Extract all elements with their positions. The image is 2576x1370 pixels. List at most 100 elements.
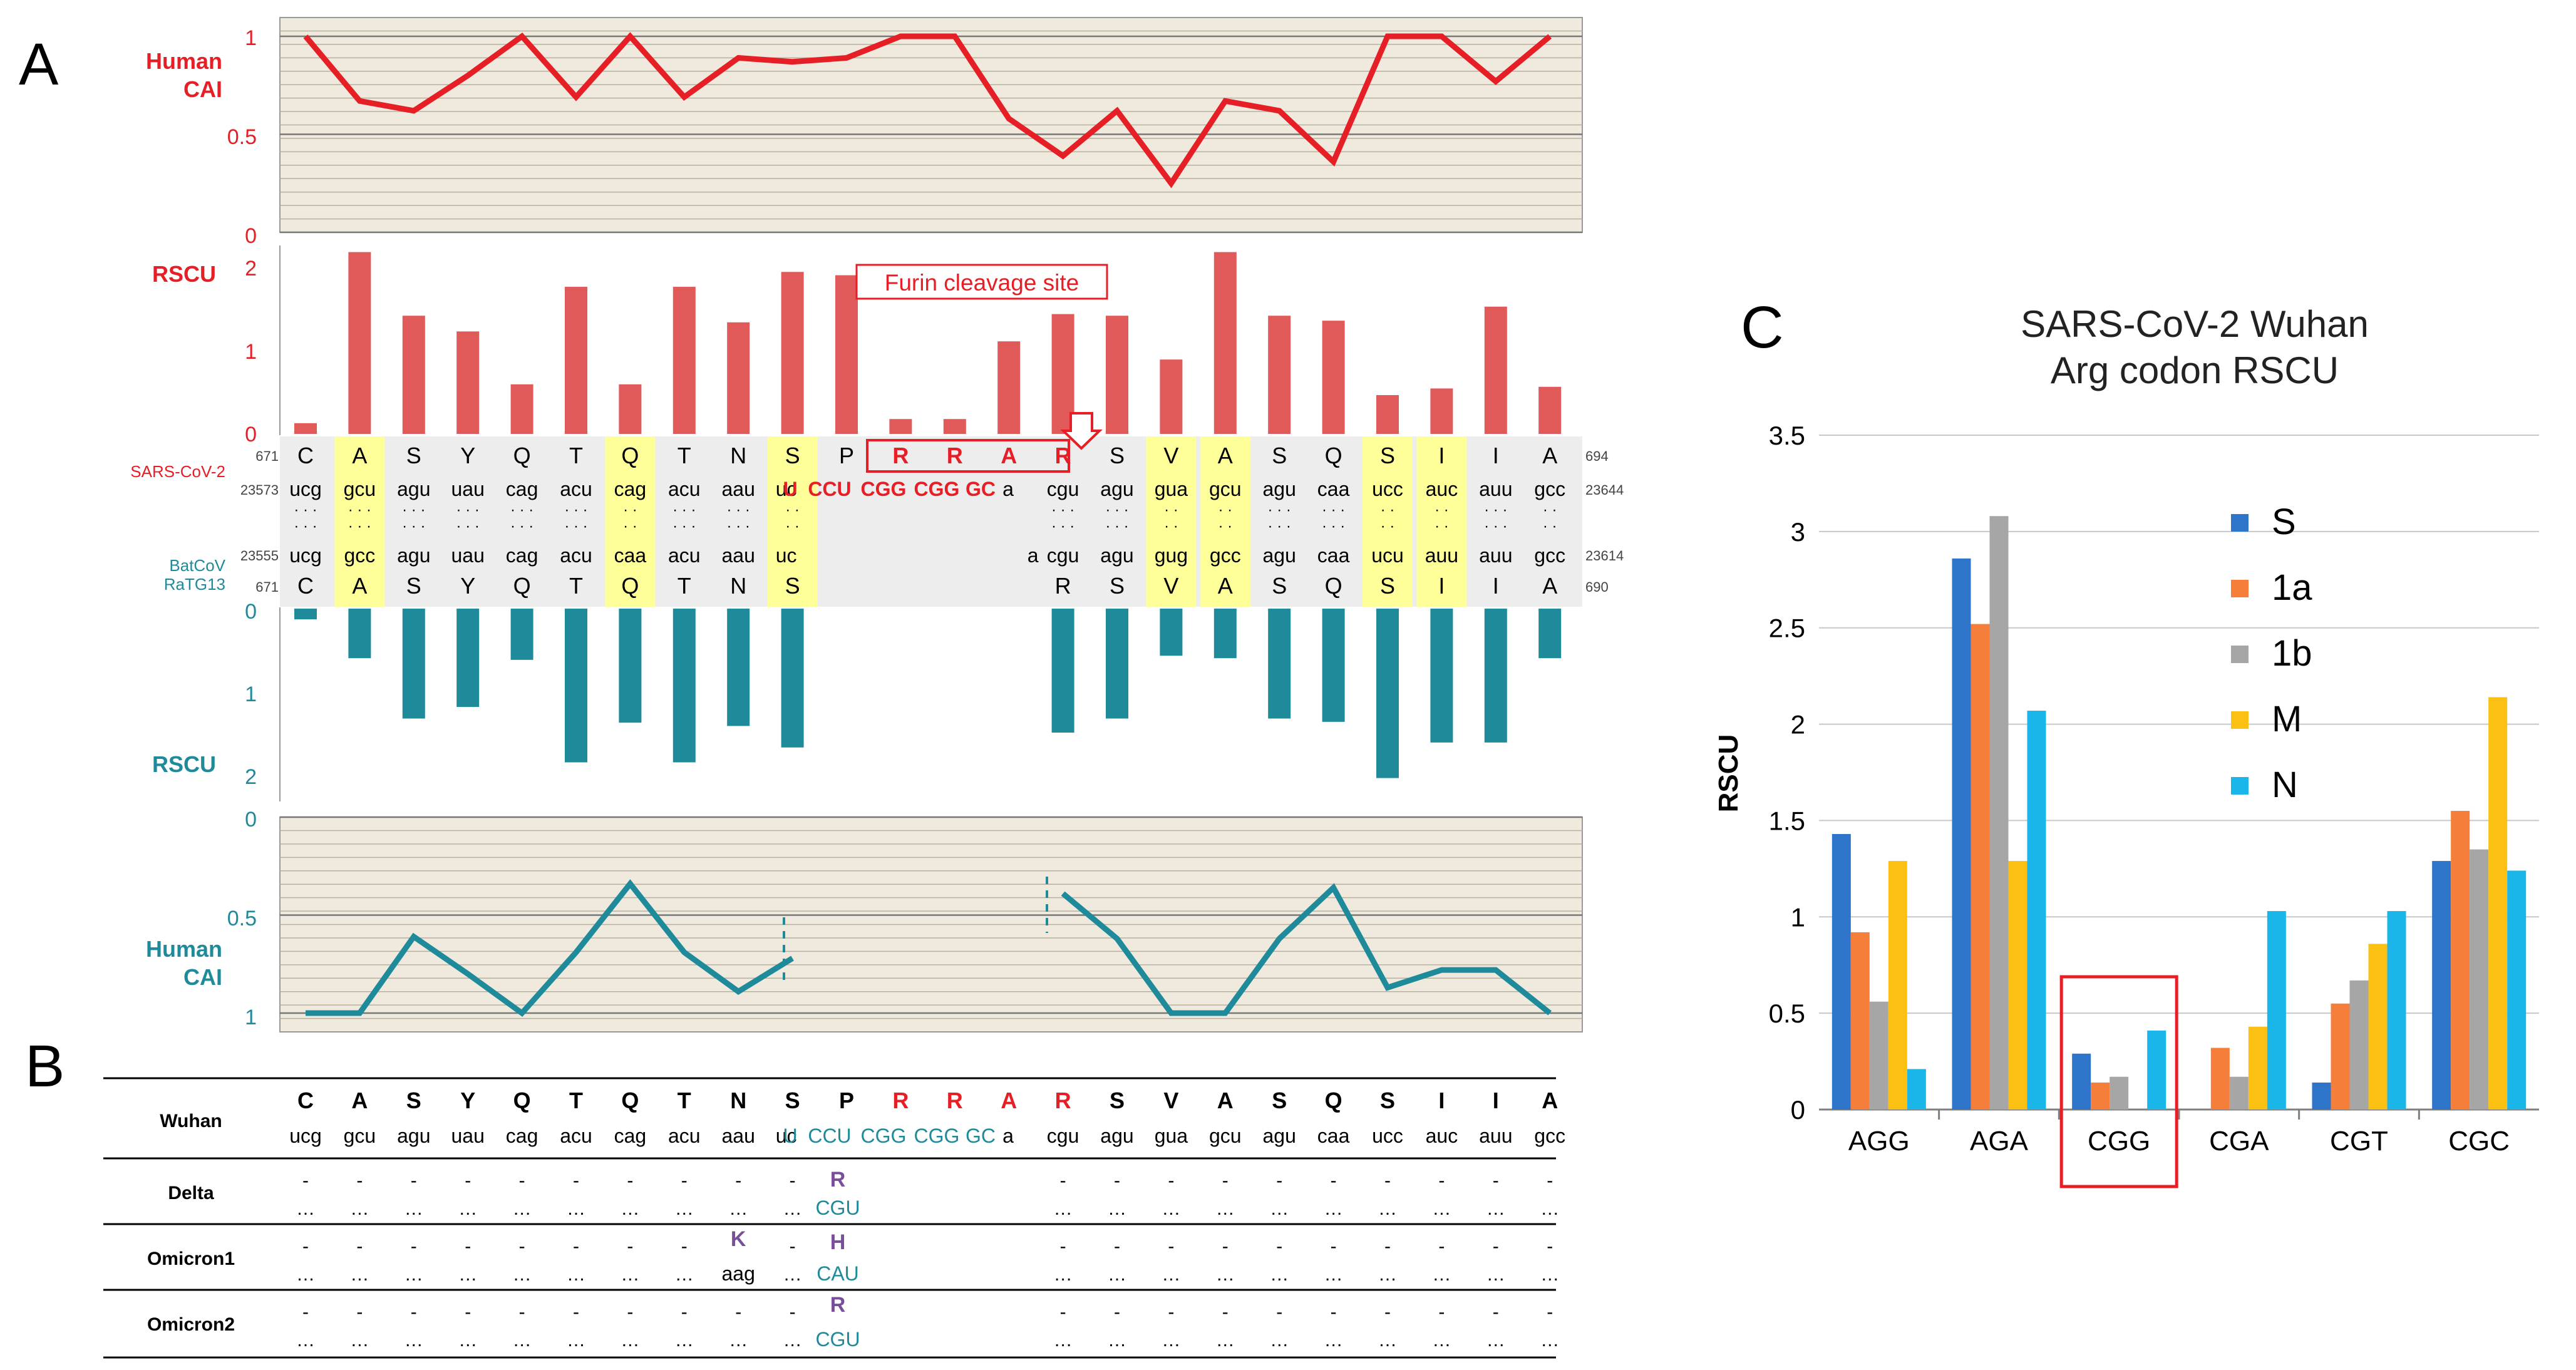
chart-y-ticks: 0 0.5 1 1.5 2 2.5 3 3.5 xyxy=(1769,421,1805,1125)
unchanged-aa-dash: - xyxy=(302,1302,309,1322)
bottom-rscu-bar xyxy=(294,609,317,620)
unchanged-codon-ellipsis: … xyxy=(1486,1330,1505,1351)
chart-bar-M-AGG xyxy=(1888,861,1907,1110)
bat-aa: A xyxy=(352,573,367,599)
chart-x-tick-label: AGG xyxy=(1848,1126,1910,1156)
unchanged-aa-dash: - xyxy=(1438,1236,1445,1257)
top-rscu-bar xyxy=(727,322,750,434)
furin-sequence-box xyxy=(866,439,1070,473)
wuhan-codon: ucg xyxy=(289,1125,322,1147)
bat-codon: gcc xyxy=(1534,544,1565,567)
chart-x-tick-label: CGA xyxy=(2209,1126,2269,1156)
alignment-dots: · · · xyxy=(510,518,533,535)
wuhan-codon: caa xyxy=(1317,1125,1350,1147)
alignment-dots: · · · xyxy=(564,518,587,535)
chart-bar-1b-CGA xyxy=(2229,1076,2249,1110)
wuhan-codon: gcc xyxy=(1534,1125,1565,1147)
top-cai-label-line1: Human xyxy=(146,48,222,74)
unchanged-aa-dash: - xyxy=(1384,1236,1391,1257)
bat-name-line1: BatCoV xyxy=(169,556,225,575)
unchanged-codon-ellipsis: … xyxy=(458,1264,477,1285)
bat-aa: R xyxy=(1055,573,1071,599)
sars-end-nt: 23644 xyxy=(1585,482,1624,498)
chart-y-tick-label: 3.5 xyxy=(1769,421,1805,450)
alignment-dots: · · xyxy=(785,518,800,535)
bottom-rscu-bar xyxy=(1376,609,1399,778)
unchanged-aa-dash: - xyxy=(1384,1302,1391,1322)
wuhan-codon: auc xyxy=(1426,1125,1458,1147)
wuhan-aa: S xyxy=(1380,1088,1395,1113)
legend-swatch-1b xyxy=(2231,646,2249,663)
bat-codon: auu xyxy=(1425,544,1458,567)
unchanged-codon-ellipsis: … xyxy=(567,1264,585,1285)
unchanged-aa-dash: - xyxy=(681,1170,688,1191)
omicron1-mut-h-codon: CAU xyxy=(817,1262,859,1285)
cleavage-arrow-icon xyxy=(1060,412,1103,450)
unchanged-aa-dash: - xyxy=(1547,1170,1553,1191)
wuhan-insertion: a xyxy=(1002,1125,1014,1147)
wuhan-aa: S xyxy=(1272,1088,1287,1113)
unchanged-aa-dash: - xyxy=(627,1236,633,1257)
unchanged-codon-ellipsis: … xyxy=(1270,1330,1289,1351)
chart-x-tick-label: AGA xyxy=(1970,1126,2029,1156)
unchanged-aa-dash: - xyxy=(790,1302,796,1322)
wuhan-aa: I xyxy=(1493,1088,1499,1113)
legend-label-M: M xyxy=(2272,699,2302,739)
wuhan-codon: gcu xyxy=(344,1125,376,1147)
panel-c: SARS-CoV-2 Wuhan Arg codon RSCU RSCU 0 0.… xyxy=(1713,303,2539,1188)
bottom-rscu-label: RSCU xyxy=(152,751,216,777)
unchanged-codon-ellipsis: … xyxy=(350,1264,369,1285)
bat-aa: V xyxy=(1163,573,1178,599)
unchanged-codon-ellipsis: … xyxy=(1216,1264,1235,1285)
bottom-rscu-bar xyxy=(727,609,750,726)
wuhan-insertion: CGG xyxy=(861,1125,907,1147)
sars-codon: gcc xyxy=(1534,478,1565,500)
alignment-dots: · · · xyxy=(1051,518,1074,535)
sars-codon: cag xyxy=(506,478,538,500)
top-cai-label-line2: CAI xyxy=(183,76,222,102)
sars-codon: uau xyxy=(451,478,485,500)
wuhan-codon: gcu xyxy=(1209,1125,1242,1147)
sars-codon: acu xyxy=(668,478,701,500)
unchanged-aa-dash: - xyxy=(1438,1170,1445,1191)
unchanged-codon-ellipsis: … xyxy=(404,1330,423,1351)
omicron2-mut-aa: R xyxy=(830,1293,846,1317)
chart-x-tick-label: CGC xyxy=(2448,1126,2510,1156)
unchanged-aa-dash: - xyxy=(356,1170,363,1191)
chart-y-tick-label: 2.5 xyxy=(1769,614,1805,643)
panel-a: Human CAI 1 0.5 0 RSCU 2 1 0 Furin cleav… xyxy=(130,17,1624,1033)
unchanged-aa-dash: - xyxy=(573,1236,579,1257)
wuhan-aa: A xyxy=(351,1088,368,1113)
alignment-dots: · · · xyxy=(727,502,750,518)
unchanged-aa-dash: - xyxy=(735,1170,741,1191)
bottom-cai-label-line1: Human xyxy=(146,936,222,962)
sars-aa: T xyxy=(677,443,691,468)
wuhan-codon: acu xyxy=(560,1125,592,1147)
unchanged-codon-ellipsis: … xyxy=(1054,1264,1073,1285)
bottom-cai-tick-05: 0.5 xyxy=(227,907,257,930)
unchanged-aa-dash: - xyxy=(1547,1302,1553,1322)
unchanged-codon-ellipsis: … xyxy=(1324,1264,1343,1285)
wuhan-aa: Y xyxy=(460,1088,475,1113)
wuhan-codon: ucc xyxy=(1372,1125,1403,1147)
sars-codon: agu xyxy=(1263,478,1296,500)
panel-label-a: A xyxy=(19,31,59,98)
top-rscu-bar xyxy=(402,316,425,434)
bat-codon: caa xyxy=(614,544,647,567)
sars-codon: acu xyxy=(560,478,592,500)
wuhan-aa: S xyxy=(785,1088,800,1113)
wuhan-codon: auu xyxy=(1479,1125,1512,1147)
sars-aa: S xyxy=(1380,443,1395,468)
bat-aa: Q xyxy=(513,573,531,599)
alignment-dots: · · · xyxy=(672,502,696,518)
sars-aa: C xyxy=(297,443,314,468)
top-rscu-tick-0: 0 xyxy=(245,423,257,446)
bottom-rscu-bar xyxy=(1051,609,1074,733)
wuhan-codon: aau xyxy=(722,1125,755,1147)
top-rscu-bar xyxy=(672,287,696,434)
furin-label-box xyxy=(855,264,1108,300)
unchanged-aa-dash: - xyxy=(1276,1302,1282,1322)
top-rscu-tick-1: 1 xyxy=(245,340,257,364)
unchanged-aa-dash: - xyxy=(1222,1302,1229,1322)
